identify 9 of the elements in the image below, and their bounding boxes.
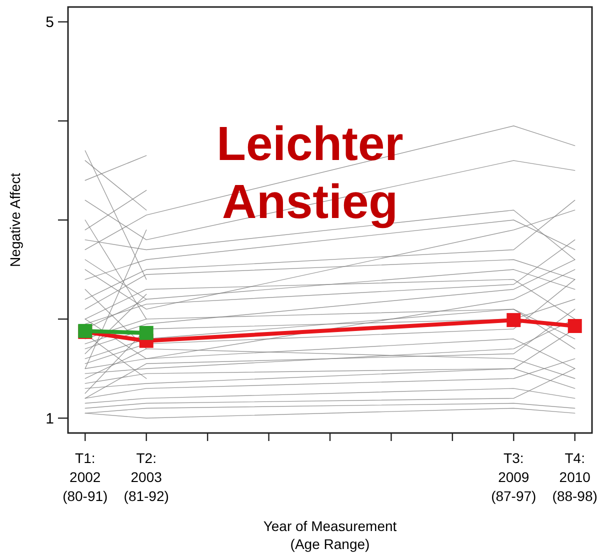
y-axis-title: Negative Affect — [7, 172, 23, 267]
x-tick-label: T2: 2003 (81-92) — [124, 450, 169, 504]
y-tick-label: 1 — [46, 410, 54, 428]
x-tick-label: T1: 2002 (80-91) — [62, 450, 108, 504]
y-tick-label: 5 — [46, 14, 54, 32]
x-tick-label: T3: 2009 (87-97) — [491, 450, 536, 504]
x-axis-title: Year of Measurement (Age Range) — [263, 518, 397, 552]
x-tick-label: T4: 2010 (88-98) — [552, 450, 598, 504]
annotation: Leichter Anstieg — [216, 118, 404, 229]
